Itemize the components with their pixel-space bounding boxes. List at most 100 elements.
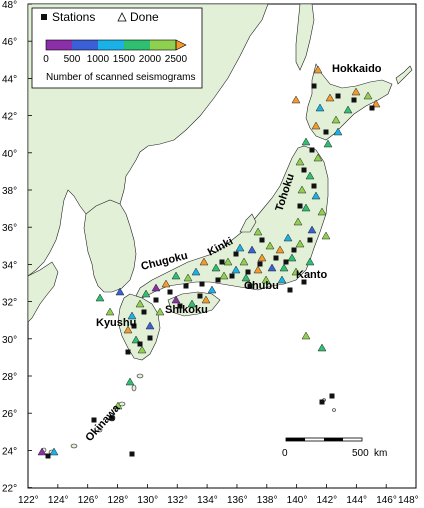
station-square xyxy=(301,167,307,173)
lon-tick-label: 128° xyxy=(108,495,129,506)
region-label-chubu: Chubu xyxy=(244,280,279,292)
station-square xyxy=(219,259,225,265)
done-triangle xyxy=(301,331,311,340)
colorbar-segment xyxy=(150,40,177,50)
done-triangle xyxy=(311,121,321,130)
done-triangle xyxy=(137,345,147,354)
lat-tick-label: 26° xyxy=(2,409,17,420)
station-square xyxy=(197,293,203,299)
done-triangle xyxy=(171,271,181,280)
done-triangle xyxy=(187,299,197,308)
station-square xyxy=(109,415,115,421)
lon-tick-label: 130° xyxy=(137,495,158,506)
lon-tick-label: 136° xyxy=(227,495,248,506)
lon-tick-label: 132° xyxy=(167,495,188,506)
station-square xyxy=(329,393,335,399)
done-triangle xyxy=(253,265,263,274)
station-square xyxy=(129,451,135,457)
lon-tick-label: 124° xyxy=(48,495,69,506)
done-triangle xyxy=(325,93,335,102)
colorbar-tick-label: 2000 xyxy=(139,54,162,65)
station-square xyxy=(215,277,221,283)
done-triangle xyxy=(151,283,161,292)
station-square xyxy=(311,83,317,89)
lat-tick-label: 40° xyxy=(2,149,17,160)
done-triangle xyxy=(231,265,241,274)
colorbar-segment xyxy=(98,40,125,50)
done-triangle xyxy=(235,243,245,252)
done-triangle xyxy=(219,271,229,280)
station-square xyxy=(233,251,239,257)
station-square xyxy=(177,303,183,309)
done-triangle xyxy=(123,325,133,334)
scale-bar-start-label: 0 xyxy=(282,448,288,459)
station-square xyxy=(131,323,137,329)
done-triangle xyxy=(301,137,311,146)
colorbar-frame xyxy=(45,39,177,51)
station-square xyxy=(183,283,189,289)
done-triangle xyxy=(293,217,303,226)
hokkaido-island xyxy=(305,63,393,141)
done-triangle xyxy=(311,191,321,200)
colorbar-tick-label: 2500 xyxy=(165,54,188,65)
colorbar-tick-label: 0 xyxy=(43,54,49,65)
done-triangle xyxy=(183,273,193,282)
done-triangle xyxy=(295,239,305,248)
lat-tick-label: 38° xyxy=(2,186,17,197)
colorbar-segment xyxy=(124,40,151,50)
done-triangle xyxy=(191,267,201,276)
done-triangle xyxy=(287,253,297,262)
lon-tick-label: 126° xyxy=(78,495,99,506)
done-triangle xyxy=(113,401,123,410)
done-triangle xyxy=(261,275,271,284)
done-triangle xyxy=(331,115,341,124)
done-triangle xyxy=(223,257,233,266)
station-square xyxy=(147,335,153,341)
station-square xyxy=(301,279,307,285)
done-triangle xyxy=(161,279,171,288)
done-triangle xyxy=(131,335,141,344)
legend-done-label: Done xyxy=(130,10,159,24)
lat-tick-label: 32° xyxy=(2,298,17,309)
scale-bar: 0 500 km xyxy=(282,437,387,459)
station-square xyxy=(247,283,253,289)
kyushu-island xyxy=(117,293,161,361)
done-triangle xyxy=(295,157,305,166)
done-triangle xyxy=(207,285,217,294)
colorbar-segment xyxy=(46,40,73,50)
done-triangle xyxy=(267,263,277,272)
sakhalin xyxy=(295,3,315,71)
lat-tick-label: 46° xyxy=(2,37,17,48)
done-triangle xyxy=(95,293,105,302)
station-square xyxy=(229,273,235,279)
lon-tick-label: 148° xyxy=(398,495,419,506)
region-label-hokkaido: Hokkaido xyxy=(332,63,382,75)
done-triangle xyxy=(127,311,137,320)
done-triangle xyxy=(317,207,327,216)
station-square xyxy=(167,289,173,295)
latitude-ticks: 48° 46° 44° 42° 40° 38° 36° 34° 32° 30° 28° 26° 24° 2… xyxy=(2,0,32,495)
noto-peninsula xyxy=(239,213,257,233)
lon-tick-label: 146° xyxy=(376,495,397,506)
station-symbol xyxy=(41,14,47,20)
done-triangle xyxy=(275,245,285,254)
done-triangle xyxy=(313,65,323,74)
done-triangle xyxy=(145,321,155,330)
done-triangle xyxy=(343,105,353,114)
lon-tick-label: 144° xyxy=(346,495,367,506)
station-square xyxy=(307,237,313,243)
done-triangle xyxy=(317,343,327,352)
done-triangle xyxy=(115,287,125,296)
lat-tick-label: 34° xyxy=(2,260,17,271)
station-square xyxy=(257,261,263,267)
lat-tick-label: 24° xyxy=(2,446,17,457)
station-square xyxy=(311,183,317,189)
done-triangle-symbol xyxy=(117,12,127,22)
lon-tick-label: 122° xyxy=(18,495,39,506)
station-square xyxy=(323,129,329,135)
station-square xyxy=(369,105,375,111)
lon-tick-label: 142° xyxy=(317,495,338,506)
done-triangle xyxy=(247,245,257,254)
done-triangle xyxy=(279,263,289,272)
colorbar-tick-label: 1000 xyxy=(87,54,110,65)
